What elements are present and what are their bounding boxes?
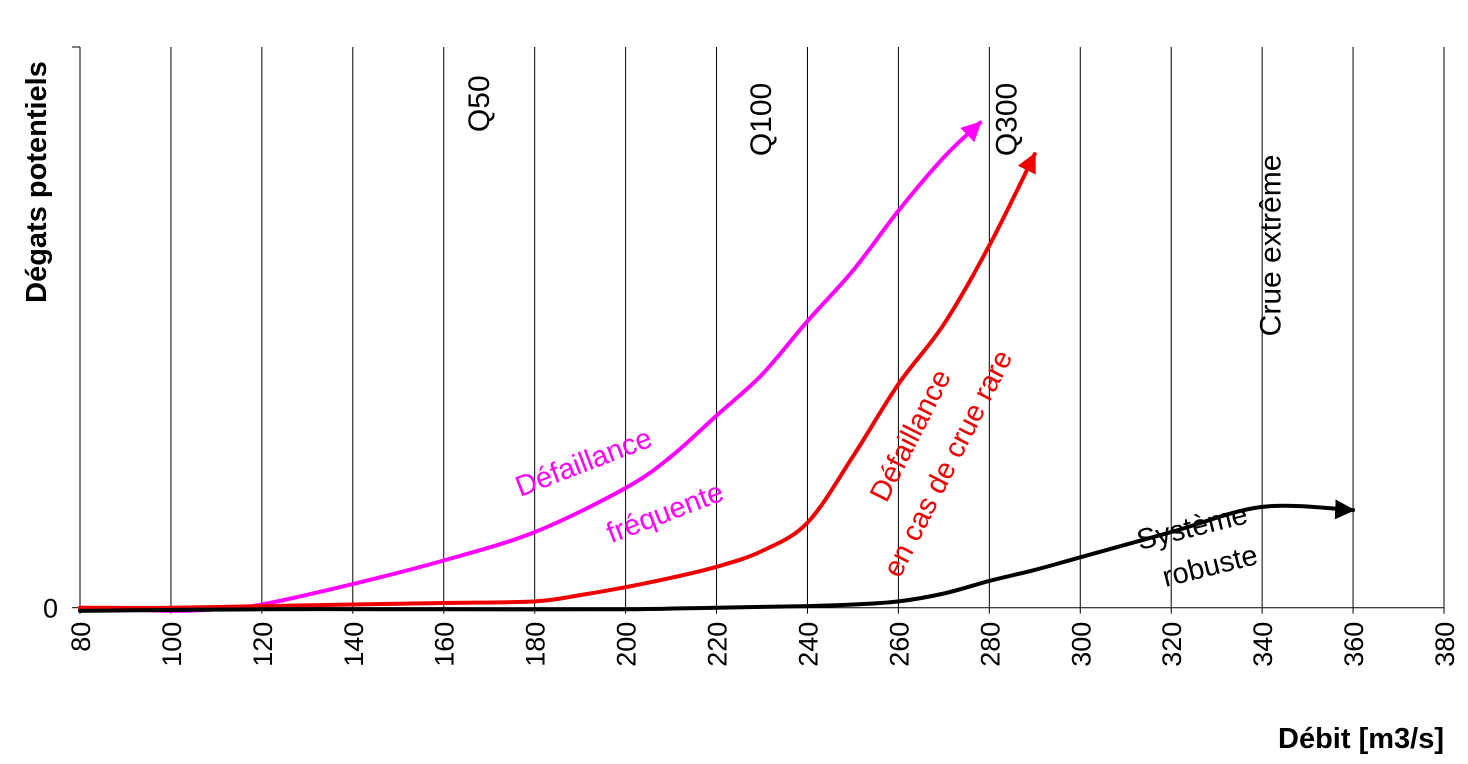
series-line-2: [78, 499, 1356, 613]
x-tick-label: 340: [1248, 622, 1278, 667]
x-tick-label: 280: [975, 622, 1005, 667]
x-tick-label: 300: [1066, 622, 1096, 667]
x-tick-label: 200: [612, 622, 642, 667]
x-tick-label: 80: [66, 622, 96, 652]
series-lines: [78, 120, 1356, 613]
annotations: Q50 Q100 Q300 Crue extrême: [463, 75, 1287, 336]
x-axis-title: Débit [m3/s]: [1278, 723, 1444, 755]
series-label-line-1: Défaillance: [511, 422, 656, 503]
x-tick-label: 260: [884, 622, 914, 667]
annotation-0: Q50: [463, 75, 496, 132]
annotation-2: Q300: [991, 83, 1024, 156]
x-tick-label: 180: [521, 622, 551, 667]
series-label-line-2: fréquente: [602, 476, 728, 550]
x-tick-label: 160: [430, 622, 460, 667]
x-tick-label: 360: [1339, 622, 1369, 667]
series-label-defaillance-crue-rare: Défaillance en cas de crue rare: [864, 345, 1019, 582]
x-tick-label: 120: [248, 622, 278, 667]
axes: 80 100 120 140 160 180 200 220 240 260 280 300 320 34…: [43, 46, 1460, 667]
x-tick-label: 380: [1430, 622, 1460, 667]
x-tick-label: 220: [703, 622, 733, 667]
series-line-1: [78, 152, 1037, 610]
y-tick-label: 0: [43, 594, 58, 624]
y-axis-title: Dégats potentiels: [21, 61, 53, 303]
x-tick-label: 320: [1157, 622, 1187, 667]
annotation-1: Q100: [745, 83, 778, 156]
x-tick-label: 140: [339, 622, 369, 667]
x-tick-label: 100: [157, 622, 187, 667]
x-tick-label: 240: [793, 622, 823, 667]
series-line-0: [78, 120, 983, 613]
series-label-systeme-robuste: Système robuste: [1134, 499, 1261, 594]
annotation-3: Crue extrême: [1254, 155, 1287, 337]
